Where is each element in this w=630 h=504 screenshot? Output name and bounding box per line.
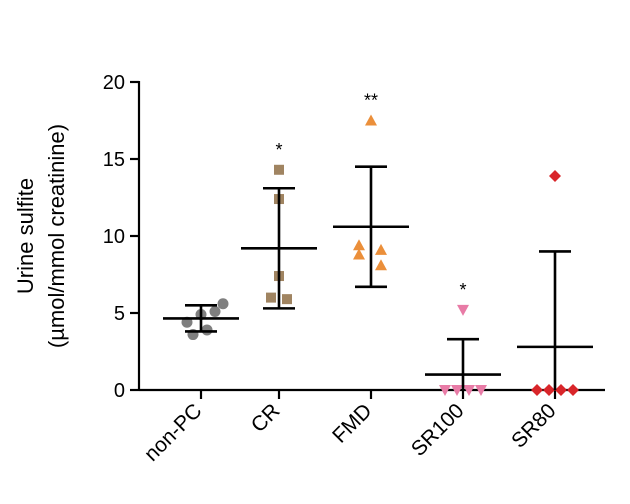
group-cr: * [241, 140, 317, 310]
group-non-pc [163, 298, 239, 341]
data-point [274, 164, 284, 175]
data-point [282, 294, 292, 305]
data-point [451, 385, 463, 396]
data-point [531, 384, 543, 396]
x-tick-label: CR [247, 399, 285, 437]
y-tick-label: 5 [114, 303, 125, 325]
data-point [463, 385, 475, 396]
significance-annotation: * [275, 140, 282, 160]
data-point [555, 384, 567, 396]
data-point [353, 248, 365, 260]
data-point [217, 298, 229, 310]
data-point [439, 385, 451, 396]
data-point [543, 384, 555, 396]
significance-annotation: ** [364, 91, 378, 111]
significance-annotation: * [459, 280, 466, 300]
x-tick-label: SR100 [407, 399, 469, 461]
y-axis-title-line2: (µmol/mmol creatinine) [44, 124, 69, 348]
x-tick-label: SR80 [507, 399, 560, 452]
data-point [353, 239, 365, 251]
x-tick-label: non-PC [140, 399, 207, 466]
group-sr100: * [425, 280, 501, 396]
y-axis-title: Urine sulfite (µmol/mmol creatinine) [13, 124, 69, 348]
group-fmd: ** [333, 91, 409, 289]
data-point [201, 324, 213, 336]
y-tick-label: 20 [103, 72, 125, 94]
y-tick-label: 0 [114, 380, 125, 402]
data-point [266, 292, 276, 303]
data-point [549, 169, 561, 182]
y-tick-label: 15 [103, 149, 125, 171]
data-point [567, 384, 579, 396]
data-groups: **** [163, 91, 593, 396]
y-tick-label: 10 [103, 226, 125, 248]
x-tick-label: FMD [328, 399, 376, 447]
data-point [209, 305, 221, 317]
y-axis-title-line1: Urine sulfite [13, 178, 38, 294]
data-point [375, 259, 387, 271]
group-sr80 [517, 169, 593, 396]
data-point [457, 304, 469, 316]
data-point [475, 385, 487, 396]
data-point [365, 114, 377, 126]
data-point [375, 243, 387, 255]
axes: 0 5 10 15 20 non-PC CR FMD SR100 SR80 [103, 72, 605, 466]
